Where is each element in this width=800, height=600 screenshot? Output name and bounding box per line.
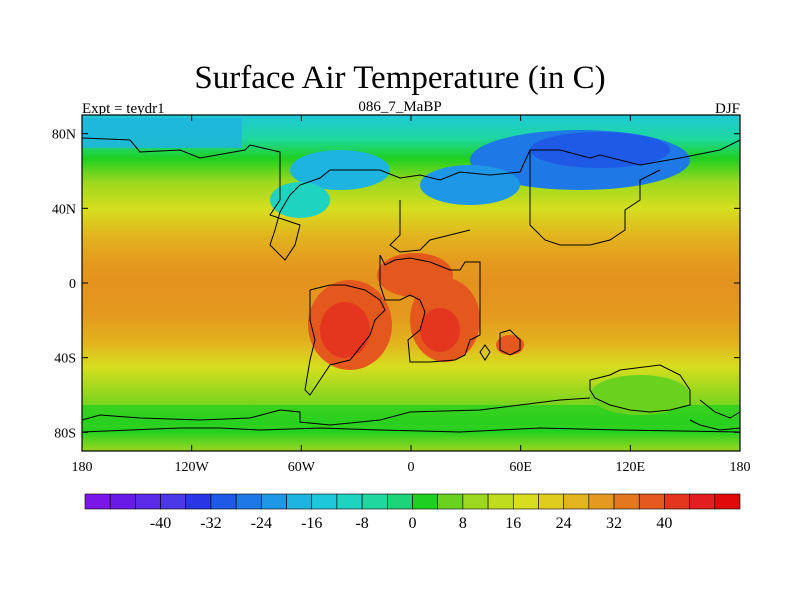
colorbar-swatch [538, 493, 564, 510]
colorbar-label: 16 [505, 515, 521, 532]
colorbar-label: -16 [301, 515, 322, 532]
lat-tick-label: 40S [54, 352, 76, 367]
colorbar-swatch [109, 493, 136, 510]
colorbar-label: -8 [355, 515, 368, 532]
period-label: 086_7_MaBP [358, 99, 442, 115]
colorbar-swatch [135, 493, 161, 510]
lon-tick-label: 180 [72, 460, 93, 475]
latitude-axis: 80N 40N 0 40S 80S [52, 128, 740, 441]
season-label: DJF [714, 101, 740, 117]
coastlines [81, 137, 741, 433]
colorbar-label: 24 [556, 515, 572, 532]
longitude-axis: 180 120W 60W 0 60E 120E 180 [72, 115, 751, 475]
colorbar-swatch [689, 493, 716, 510]
colorbar-swatch [235, 493, 262, 510]
colorbar-swatch [437, 493, 464, 510]
map-title: Surface Air Temperature (in C) [194, 60, 606, 96]
lon-tick-label: 60E [509, 460, 532, 475]
lon-tick-label: 120E [616, 460, 646, 475]
colorbar-swatch [336, 493, 363, 510]
lat-tick-label: 40N [52, 202, 76, 217]
colorbar-swatch [512, 493, 539, 510]
colorbar-swatch [185, 493, 212, 510]
lat-tick-label: 0 [69, 277, 76, 292]
colorbar-swatch [462, 493, 489, 510]
colorbar-swatch [160, 493, 187, 510]
lat-tick-label: 80N [52, 128, 76, 143]
colorbar-label: 32 [606, 515, 622, 532]
lon-tick-label: 180 [730, 460, 751, 475]
colorbar-swatch [361, 493, 388, 510]
colorbar-swatch [613, 493, 640, 510]
colorbar-swatch [84, 493, 111, 510]
colorbar-label: 0 [409, 515, 417, 532]
colorbar-swatch [714, 493, 741, 510]
lat-tick-label: 80S [54, 426, 76, 441]
colorbar-swatch [210, 493, 237, 510]
colorbar-label: 8 [459, 515, 467, 532]
colorbar-swatch [286, 493, 313, 510]
lon-tick-label: 120W [175, 460, 210, 475]
colorbar-label: -24 [251, 515, 272, 532]
colorbar-swatch [487, 493, 514, 510]
lon-tick-label: 0 [408, 460, 415, 475]
colorbar-swatch [638, 493, 665, 510]
colorbar-label: 40 [656, 515, 672, 532]
map-field [82, 115, 740, 451]
colorbar-swatch [588, 493, 615, 510]
lon-tick-label: 60W [288, 460, 316, 475]
colorbar-label: -40 [150, 515, 171, 532]
colorbar-swatch [563, 493, 590, 510]
colorbar-label: -32 [200, 515, 221, 532]
colorbar-swatch [412, 493, 438, 510]
colorbar-swatch [311, 493, 338, 510]
colorbar-swatch [387, 493, 413, 510]
colorbar-swatch [261, 493, 287, 510]
experiment-label: Expt = teydr1 [82, 101, 165, 117]
colorbar-swatch [664, 493, 690, 510]
colorbar: -40 -32 -24 -16 -8 0 8 16 24 32 40 [84, 493, 741, 532]
